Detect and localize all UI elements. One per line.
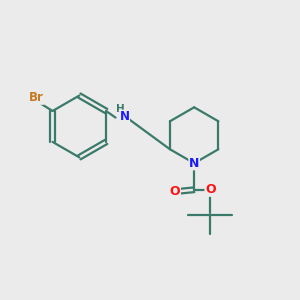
Text: N: N bbox=[189, 157, 200, 170]
Text: O: O bbox=[170, 185, 180, 198]
Text: Br: Br bbox=[29, 91, 44, 104]
Text: O: O bbox=[205, 183, 216, 196]
Text: H: H bbox=[116, 104, 124, 114]
Text: N: N bbox=[119, 110, 129, 123]
